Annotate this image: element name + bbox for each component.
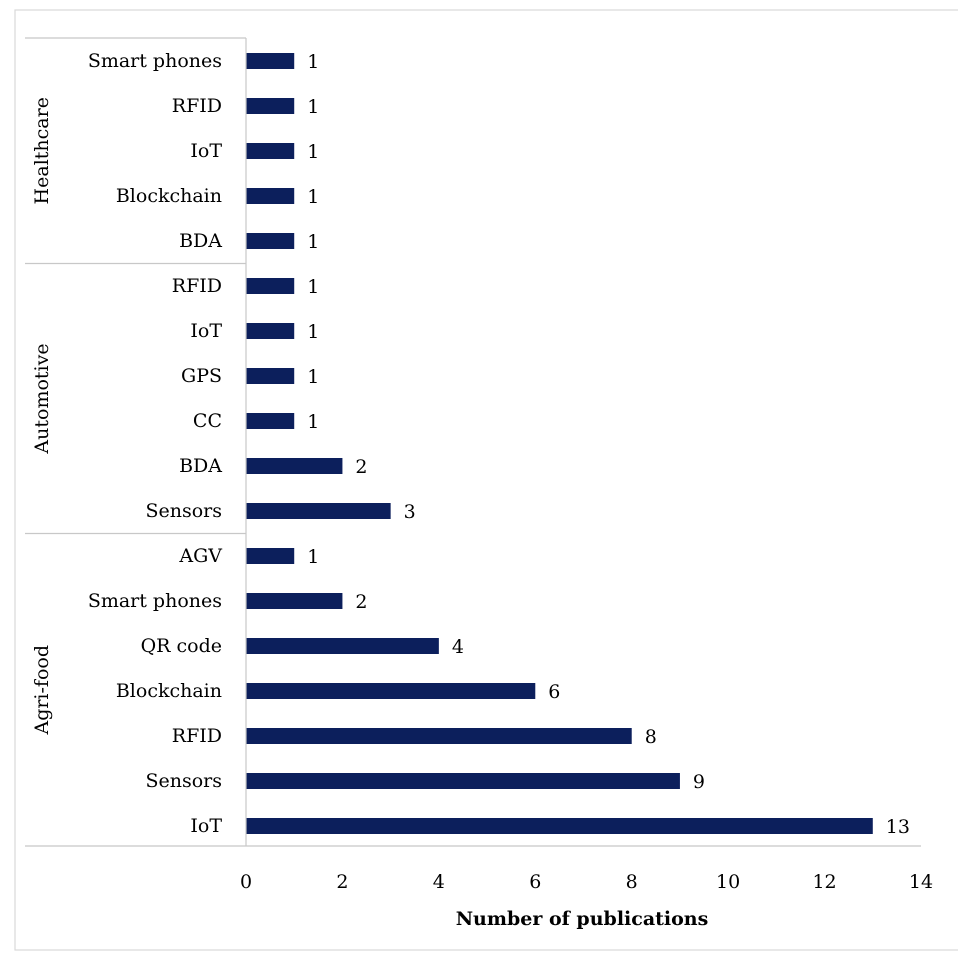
category-label: Smart phones: [88, 590, 222, 612]
data-label: 1: [307, 321, 319, 343]
chart-frame: [14, 9, 958, 951]
bar: [246, 323, 295, 339]
bar: [246, 548, 295, 564]
data-label: 8: [645, 726, 657, 748]
bar: [246, 53, 295, 69]
data-label: 1: [307, 231, 319, 253]
bar: [246, 683, 536, 699]
category-label: BDA: [179, 230, 222, 252]
bar: [246, 728, 632, 744]
category-label: IoT: [190, 815, 222, 837]
bar: [246, 458, 343, 474]
data-label: 1: [307, 546, 319, 568]
category-label: GPS: [181, 365, 222, 387]
category-label: RFID: [172, 95, 222, 117]
category-label: RFID: [172, 725, 222, 747]
data-label: 2: [355, 591, 367, 613]
category-label: IoT: [190, 140, 222, 162]
bar: [246, 188, 295, 204]
data-label: 9: [693, 771, 705, 793]
data-label: 1: [307, 186, 319, 208]
group-label: Agri-food: [31, 645, 53, 736]
x-tick-label: 6: [529, 871, 541, 893]
bar: [246, 413, 295, 429]
category-label: AGV: [178, 545, 222, 567]
x-tick-label: 12: [812, 871, 836, 893]
data-label: 1: [307, 96, 319, 118]
category-label: Blockchain: [116, 185, 222, 207]
bar: [246, 278, 295, 294]
category-label: CC: [193, 410, 222, 432]
x-tick-label: 0: [240, 871, 252, 893]
data-label: 1: [307, 276, 319, 298]
bar: [246, 233, 295, 249]
bar: [246, 818, 873, 834]
data-label: 1: [307, 141, 319, 163]
bar: [246, 638, 439, 654]
category-label: RFID: [172, 275, 222, 297]
category-label: QR code: [141, 635, 222, 657]
data-label: 4: [452, 636, 464, 658]
category-label: Sensors: [145, 770, 222, 792]
bar: [246, 143, 295, 159]
bar: [246, 593, 343, 609]
data-label: 1: [307, 411, 319, 433]
x-tick-label: 4: [433, 871, 445, 893]
x-tick-label: 10: [716, 871, 740, 893]
data-label: 13: [886, 816, 910, 838]
bar: [246, 98, 295, 114]
category-label: Smart phones: [88, 50, 222, 72]
bar: [246, 368, 295, 384]
data-label: 6: [548, 681, 560, 703]
group-label: Automotive: [31, 343, 53, 454]
data-label: 1: [307, 366, 319, 388]
x-tick-label: 2: [336, 871, 348, 893]
category-label: BDA: [179, 455, 222, 477]
x-tick-label: 8: [626, 871, 638, 893]
bar: [246, 773, 680, 789]
data-label: 2: [355, 456, 367, 478]
bar: [246, 503, 391, 519]
data-label: 1: [307, 51, 319, 73]
group-label: Healthcare: [31, 97, 53, 204]
category-label: Sensors: [145, 500, 222, 522]
category-label: Blockchain: [116, 680, 222, 702]
category-label: IoT: [190, 320, 222, 342]
data-label: 3: [404, 501, 416, 523]
chart-marks: Smart phones 1 RFID 1 IoT 1 Blockchain 1 BDA 1 RFI…: [25, 37, 933, 893]
x-tick-label: 14: [909, 871, 933, 893]
x-axis-title: Number of publications: [456, 908, 709, 930]
